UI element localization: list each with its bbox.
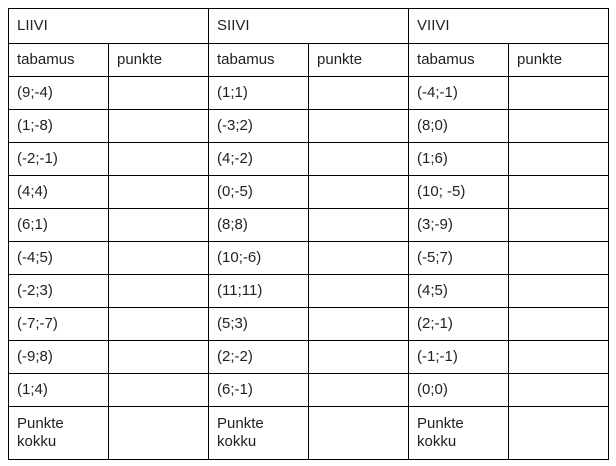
round-title-row: LIIVI SIIVI VIIVI	[7, 8, 610, 44]
total-label-cell-viivi: Punkte kokku	[408, 406, 510, 460]
points-cell-viivi	[508, 274, 610, 308]
points-header-liivi: punkte	[107, 43, 210, 77]
shot-cell-siivi: (8;8)	[208, 208, 310, 242]
points-cell-siivi	[308, 241, 410, 275]
shot-cell-siivi: (4;-2)	[208, 142, 310, 176]
shot-row: (1;-8) (-3;2) (8;0)	[8, 109, 610, 143]
shot-cell-siivi: (11;11)	[208, 274, 310, 308]
points-cell-viivi	[508, 109, 610, 143]
points-cell-liivi	[107, 76, 210, 110]
shot-row: (4;4) (0;-5) (10; -5)	[8, 175, 610, 209]
shot-header-liivi: tabamus	[8, 43, 109, 77]
points-cell-viivi	[508, 241, 610, 275]
points-cell-viivi	[508, 76, 610, 110]
shot-row: (-4;5) (10;-6) (-5;7)	[8, 241, 610, 275]
shot-row: (9;-4) (1;1) (-4;-1)	[8, 76, 610, 110]
shot-cell-siivi: (10;-6)	[208, 241, 310, 275]
points-cell-liivi	[107, 175, 210, 209]
round-title-siivi: SIIVI	[208, 8, 410, 44]
shot-cell-viivi: (10; -5)	[408, 175, 510, 209]
points-cell-liivi	[107, 109, 210, 143]
total-points-cell-siivi	[308, 406, 410, 460]
points-cell-siivi	[308, 307, 410, 341]
round-title-viivi: VIIVI	[408, 8, 610, 44]
points-cell-liivi	[107, 142, 210, 176]
shot-row: (-2;-1) (4;-2) (1;6)	[8, 142, 610, 176]
round-title-liivi: LIIVI	[7, 8, 210, 44]
points-cell-liivi	[107, 373, 210, 407]
shot-cell-viivi: (-5;7)	[408, 241, 510, 275]
shot-cell-liivi: (-7;-7)	[8, 307, 109, 341]
shot-cell-viivi: (1;6)	[408, 142, 510, 176]
points-cell-siivi	[308, 175, 410, 209]
score-table-body: LIIVI SIIVI VIIVI tabamus punkte tabamus…	[7, 8, 610, 460]
shot-cell-siivi: (-3;2)	[208, 109, 310, 143]
points-header-viivi: punkte	[508, 43, 610, 77]
shot-cell-siivi: (0;-5)	[208, 175, 310, 209]
shot-cell-viivi: (-4;-1)	[408, 76, 510, 110]
points-cell-liivi	[107, 307, 210, 341]
shot-cell-siivi: (5;3)	[208, 307, 310, 341]
points-cell-siivi	[308, 109, 410, 143]
total-label-siivi: Punkte kokku	[217, 415, 264, 450]
shot-header-siivi: tabamus	[208, 43, 310, 77]
shot-cell-siivi: (1;1)	[208, 76, 310, 110]
shot-cell-liivi: (4;4)	[8, 175, 109, 209]
points-cell-siivi	[308, 208, 410, 242]
shot-header-viivi: tabamus	[408, 43, 510, 77]
shot-cell-viivi: (-1;-1)	[408, 340, 510, 374]
shot-cell-viivi: (4;5)	[408, 274, 510, 308]
points-cell-viivi	[508, 340, 610, 374]
column-header-row: tabamus punkte tabamus punkte tabamus pu…	[8, 43, 610, 77]
total-label-cell-siivi: Punkte kokku	[208, 406, 310, 460]
shot-cell-liivi: (9;-4)	[8, 76, 109, 110]
points-cell-siivi	[308, 274, 410, 308]
shot-cell-liivi: (-2;-1)	[8, 142, 109, 176]
points-cell-viivi	[508, 208, 610, 242]
shot-cell-viivi: (0;0)	[408, 373, 510, 407]
shot-cell-liivi: (-4;5)	[8, 241, 109, 275]
shot-cell-liivi: (6;1)	[8, 208, 109, 242]
shot-row: (6;1) (8;8) (3;-9)	[8, 208, 610, 242]
total-label-viivi: Punkte kokku	[417, 415, 464, 450]
total-label-cell-liivi: Punkte kokku	[8, 406, 109, 460]
shot-cell-liivi: (1;-8)	[8, 109, 109, 143]
shot-row: (-9;8) (2;-2) (-1;-1)	[8, 340, 610, 374]
total-points-cell-viivi	[508, 406, 610, 460]
shot-cell-liivi: (-2;3)	[8, 274, 109, 308]
shot-cell-viivi: (2;-1)	[408, 307, 510, 341]
points-cell-viivi	[508, 142, 610, 176]
points-cell-liivi	[107, 340, 210, 374]
shot-cell-viivi: (3;-9)	[408, 208, 510, 242]
points-header-siivi: punkte	[308, 43, 410, 77]
points-cell-siivi	[308, 340, 410, 374]
points-cell-liivi	[107, 241, 210, 275]
points-cell-siivi	[308, 142, 410, 176]
shot-cell-siivi: (6;-1)	[208, 373, 310, 407]
points-cell-viivi	[508, 373, 610, 407]
points-cell-liivi	[107, 274, 210, 308]
points-cell-siivi	[308, 373, 410, 407]
total-row: Punkte kokku Punkte kokku Punkte kokku	[8, 406, 610, 460]
points-cell-viivi	[508, 175, 610, 209]
points-cell-liivi	[107, 208, 210, 242]
total-label-liivi: Punkte kokku	[17, 415, 64, 450]
shot-cell-siivi: (2;-2)	[208, 340, 310, 374]
shot-row: (1;4) (6;-1) (0;0)	[8, 373, 610, 407]
points-cell-siivi	[308, 76, 410, 110]
shot-cell-viivi: (8;0)	[408, 109, 510, 143]
score-table: LIIVI SIIVI VIIVI tabamus punkte tabamus…	[7, 8, 610, 460]
shot-cell-liivi: (-9;8)	[8, 340, 109, 374]
shot-row: (-2;3) (11;11) (4;5)	[8, 274, 610, 308]
total-points-cell-liivi	[107, 406, 210, 460]
shot-cell-liivi: (1;4)	[8, 373, 109, 407]
points-cell-viivi	[508, 307, 610, 341]
shot-row: (-7;-7) (5;3) (2;-1)	[8, 307, 610, 341]
